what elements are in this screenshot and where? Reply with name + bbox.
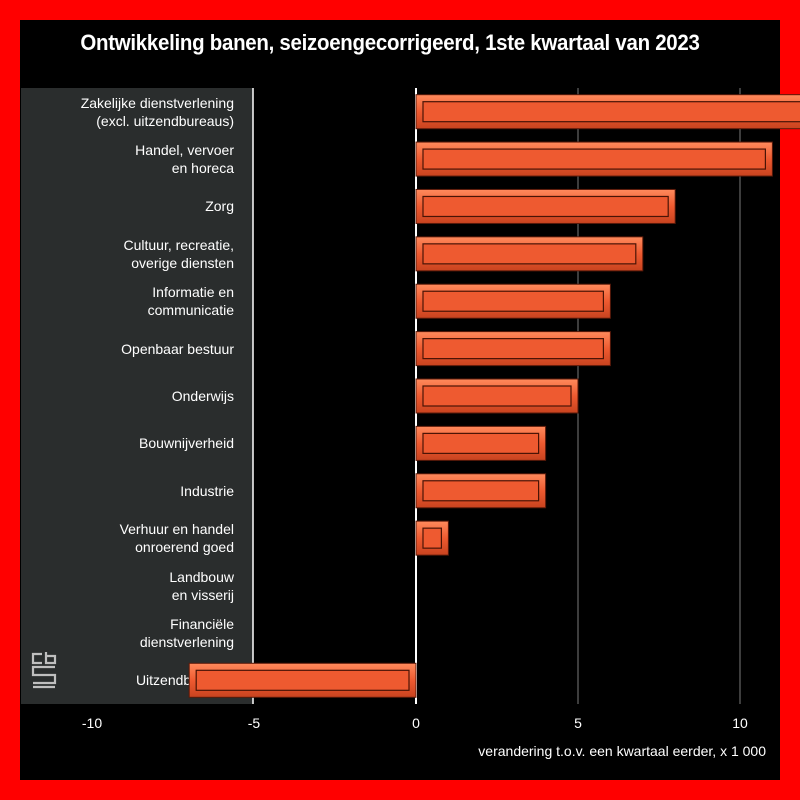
category-label-line: (excl. uitzendbureaus): [96, 112, 234, 129]
category-label-line: onroerend goed: [135, 539, 234, 556]
category-label: Openbaar bestuur: [0, 340, 234, 358]
category-label: Handel, vervoer en horeca: [0, 141, 234, 177]
category-label-line: Financiële: [170, 615, 234, 632]
category-label-line: Cultuur, recreatie,: [123, 236, 235, 253]
category-label: Cultuur, recreatie, overige diensten: [0, 236, 235, 272]
category-label-line: Onderwijs: [171, 388, 234, 404]
chart-title: Ontwikkeling banen, seizoengecorrigeerd,…: [80, 30, 700, 55]
x-tick-label: -5: [248, 715, 261, 731]
category-label: Onderwijs: [0, 387, 234, 405]
category-label-line: en horeca: [171, 160, 234, 177]
x-axis-label: verandering t.o.v. een kwartaal eerder, …: [478, 743, 766, 759]
bar: [415, 473, 547, 509]
category-label-line: dienstverlening: [139, 633, 234, 650]
bar: [415, 378, 579, 414]
category-label-line: Zorg: [205, 198, 234, 215]
x-tick-label: 10: [732, 715, 748, 731]
x-tick-label: 0: [412, 715, 420, 731]
x-tick-label: 5: [574, 715, 582, 731]
x-tick-label: -10: [82, 715, 102, 731]
category-label-line: Landbouw: [169, 568, 234, 585]
category-label-line: Verhuur en handel: [119, 521, 234, 538]
bar: [415, 283, 611, 319]
bars: [188, 94, 800, 698]
category-label: Zorg: [0, 197, 234, 215]
category-label: Bouwnijverheid: [0, 434, 234, 452]
bar: [415, 236, 644, 272]
cbs-logo-icon: [31, 652, 57, 689]
category-label: Zakelijke dienstverlening (excl. uitzendb…: [0, 94, 234, 130]
x-tick-labels: -10-505101520: [82, 715, 748, 731]
category-label-line: en visserij: [171, 586, 234, 603]
category-label-panel: [21, 88, 253, 704]
category-label-line: Handel, vervoer: [135, 142, 234, 159]
category-label: Industrie: [0, 482, 234, 500]
bar: [415, 94, 800, 130]
category-label: Verhuur en handel onroerend goed: [0, 520, 234, 556]
category-label-line: Industrie: [180, 482, 234, 499]
bar: [415, 141, 773, 177]
bar: [415, 520, 449, 556]
bar: [415, 331, 611, 367]
category-label-line: Openbaar bestuur: [121, 340, 234, 357]
category-label-line: Zakelijke dienstverlening: [80, 94, 234, 111]
category-label-line: communicatie: [147, 302, 234, 319]
bar: [188, 662, 417, 698]
category-label: Informatie en communicatie: [0, 283, 234, 319]
category-label-line: overige diensten: [131, 254, 234, 271]
category-label: Financiële dienstverlening: [0, 615, 234, 651]
category-label-line: Informatie en: [152, 284, 234, 301]
bar: [415, 188, 676, 224]
bar: [415, 425, 547, 461]
category-label: Landbouw en visserij: [0, 568, 234, 604]
category-label-line: Bouwnijverheid: [139, 435, 234, 452]
